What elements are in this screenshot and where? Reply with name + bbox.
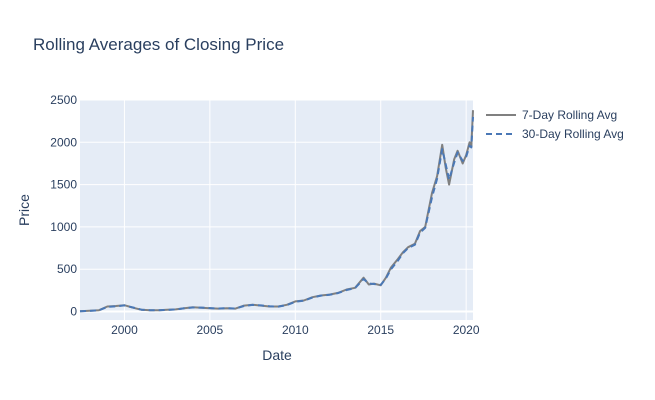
x-tick-label: 2000	[111, 323, 138, 337]
x-tick-label: 2010	[282, 323, 309, 337]
legend-item-30day[interactable]: 30-Day Rolling Avg	[486, 127, 624, 141]
tick-labels: 0 500 1000 1500 2000 2500 2000 2005 2010 2015 2020	[50, 93, 480, 337]
x-tick-label: 2015	[367, 323, 394, 337]
chart-title: Rolling Averages of Closing Price	[33, 35, 284, 54]
x-tick-label: 2005	[197, 323, 224, 337]
plot-area	[80, 100, 473, 320]
series-layer	[79, 110, 474, 313]
legend-label-30day: 30-Day Rolling Avg	[522, 127, 624, 141]
y-axis-title: Price	[16, 194, 32, 226]
y-tick-label: 1500	[50, 178, 77, 192]
legend-item-7day[interactable]: 7-Day Rolling Avg	[486, 108, 617, 122]
y-tick-label: 2500	[50, 93, 77, 107]
series-line-30day	[79, 116, 474, 313]
legend-label-7day: 7-Day Rolling Avg	[522, 108, 617, 122]
y-tick-label: 500	[57, 262, 77, 276]
legend[interactable]: 7-Day Rolling Avg 30-Day Rolling Avg	[486, 108, 624, 141]
x-axis-title: Date	[262, 347, 292, 363]
y-tick-label: 1000	[50, 220, 77, 234]
x-tick-label: 2020	[453, 323, 480, 337]
y-tick-label: 2000	[50, 135, 77, 149]
y-tick-label: 0	[70, 305, 77, 319]
gridlines	[80, 99, 473, 320]
